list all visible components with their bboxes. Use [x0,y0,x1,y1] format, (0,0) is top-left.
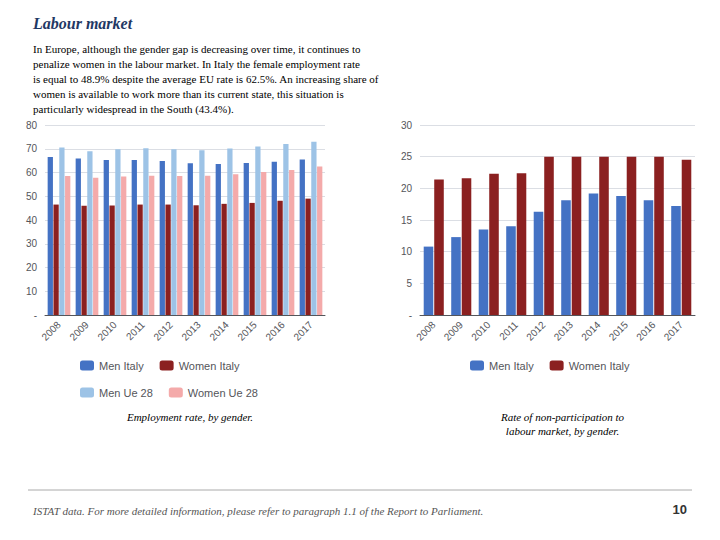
svg-text:2010: 2010 [469,319,493,343]
svg-text:2016: 2016 [263,319,287,343]
svg-text:2013: 2013 [179,319,203,343]
svg-text:60: 60 [26,167,38,178]
svg-text:2010: 2010 [95,319,119,343]
svg-text:Men Italy: Men Italy [489,360,534,372]
svg-text:2008: 2008 [39,319,63,343]
svg-text:40: 40 [26,215,38,226]
svg-text:10: 10 [401,246,413,257]
svg-text:2017: 2017 [291,319,315,343]
svg-text:2015: 2015 [607,319,631,343]
svg-text:Women Italy: Women Italy [569,360,630,372]
svg-text:labour market, by gender.: labour market, by gender. [506,425,619,437]
svg-text:5: 5 [406,278,412,289]
svg-text:10: 10 [673,502,687,517]
svg-text:Women Ue 28: Women Ue 28 [188,387,258,399]
svg-text:2009: 2009 [67,319,91,343]
svg-text:2015: 2015 [235,319,259,343]
svg-text:80: 80 [26,120,38,131]
svg-text:2011: 2011 [497,319,520,342]
svg-text:2011: 2011 [124,319,147,342]
svg-text:50: 50 [26,191,38,202]
svg-text:2012: 2012 [151,319,175,343]
svg-text:2009: 2009 [442,319,466,343]
svg-text:In Europe, although the gender: In Europe, although the gender gap is de… [33,43,361,55]
svg-text:Rate of non-participation to: Rate of non-participation to [500,411,625,423]
svg-text:15: 15 [401,215,413,226]
svg-text:2012: 2012 [524,319,548,343]
svg-text:2016: 2016 [634,319,658,343]
svg-text:ISTAT data. For more detailed: ISTAT data. For more detailed informatio… [32,505,483,517]
svg-text:Employment rate, by gender.: Employment rate, by gender. [126,411,253,423]
svg-text:10: 10 [26,286,38,297]
svg-text:-: - [409,310,412,321]
svg-text:25: 25 [401,151,413,162]
svg-text:2017: 2017 [662,319,686,343]
svg-text:70: 70 [26,143,38,154]
svg-text:Women Italy: Women Italy [179,360,240,372]
svg-text:2014: 2014 [579,319,603,343]
svg-text:penalize women in the labour m: penalize women in the labour market. In … [33,58,360,70]
svg-text:2013: 2013 [552,319,576,343]
svg-text:20: 20 [26,262,38,273]
svg-text:2008: 2008 [414,319,438,343]
svg-text:Men Ue 28: Men Ue 28 [99,387,153,399]
svg-text:2014: 2014 [207,319,231,343]
svg-text:30: 30 [401,120,413,131]
svg-text:particularly widespread in the: particularly widespread in the South (43… [33,103,234,116]
svg-text:20: 20 [401,183,413,194]
svg-text:Labour market: Labour market [32,15,133,32]
svg-text:women is available to work mor: women is available to work more than its… [33,88,344,100]
svg-text:Men Italy: Men Italy [99,360,144,372]
svg-text:is equal to 48.9% despite the: is equal to 48.9% despite the average EU… [33,73,379,85]
svg-text:30: 30 [26,238,38,249]
svg-text:-: - [34,310,37,321]
